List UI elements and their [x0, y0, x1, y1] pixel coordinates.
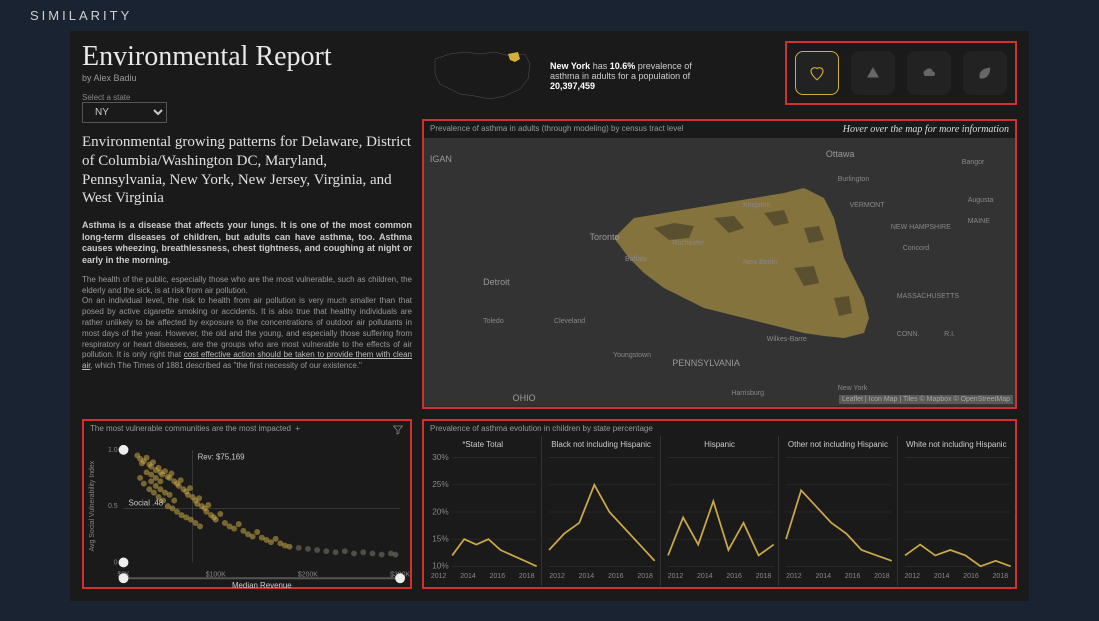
svg-text:20%: 20% [432, 507, 449, 516]
heart-icon-button[interactable] [795, 51, 839, 95]
map-label: MASSACHUSETTS [897, 293, 959, 300]
map-label: Cleveland [554, 318, 585, 325]
mini-map-box: New York has 10.6% prevalence of asthma … [430, 41, 720, 111]
byline: by Alex Badiu [82, 73, 412, 83]
sm-series-title: White not including Hispanic [898, 436, 1015, 453]
sm-series-title: Other not including Hispanic [779, 436, 896, 453]
svg-text:0: 0 [114, 559, 118, 566]
body-text: The health of the public, especially tho… [82, 275, 412, 372]
map-label: Youngstown [613, 352, 651, 359]
svg-text:Median Revenue: Median Revenue [232, 581, 292, 590]
svg-text:Rev: $75,169: Rev: $75,169 [198, 453, 246, 462]
cloud-icon-button[interactable] [907, 51, 951, 95]
sm-cell[interactable]: Hispanic 2012201420162018 [660, 436, 778, 586]
triangle-icon-button[interactable] [851, 51, 895, 95]
svg-text:Social .48: Social .48 [128, 498, 163, 507]
map-label: Harrisburg [731, 390, 764, 397]
svg-text:25%: 25% [432, 480, 449, 489]
svg-text:$100K: $100K [206, 571, 226, 578]
cloud-icon [920, 64, 938, 82]
heart-icon [808, 64, 826, 82]
intro-text: Asthma is a disease that affects your lu… [82, 220, 412, 267]
svg-text:0.5: 0.5 [108, 503, 118, 510]
svg-text:1.0: 1.0 [108, 447, 118, 454]
topbar: SIMILARITY [0, 0, 1099, 31]
leaf-icon [976, 64, 994, 82]
map-label: Augusta [968, 197, 994, 204]
map-panel: Prevalence of asthma in adults (through … [422, 119, 1017, 409]
sm-title: Prevalence of asthma evolution in childr… [424, 421, 1015, 436]
sm-xaxis: 2012201420162018 [542, 571, 659, 582]
map-label: PENNSYLVANIA [672, 358, 740, 368]
map-label: Toledo [483, 318, 504, 325]
sm-xaxis: 2012201420162018 [779, 571, 896, 582]
map-attribution: Leaflet | Icon Map | Tiles © Mapbox © Op… [839, 395, 1013, 404]
svg-text:$200K: $200K [298, 571, 318, 578]
map-label: MAINE [968, 218, 990, 225]
map-body[interactable]: Leaflet | Icon Map | Tiles © Mapbox © Op… [424, 138, 1015, 406]
sm-cell[interactable]: Other not including Hispanic 201220142016… [778, 436, 896, 586]
map-label: Ottawa [826, 149, 855, 159]
sm-xaxis: 2012201420162018 [661, 571, 778, 582]
ny-state-shape [604, 168, 884, 348]
map-label: R.I. [944, 331, 955, 338]
map-label: IGAN [430, 154, 452, 164]
dashboard: Environmental Report by Alex Badiu Selec… [70, 31, 1029, 601]
topbar-title: SIMILARITY [30, 8, 132, 23]
sm-series-title: *State Total [424, 436, 541, 453]
sm-xaxis: 2012201420162018 [424, 571, 541, 582]
scatter-title: The most vulnerable communities are the … [90, 424, 300, 438]
state-select[interactable]: NY [82, 102, 167, 123]
svg-text:15%: 15% [432, 534, 449, 543]
map-label: CONN. [897, 331, 920, 338]
map-hover-hint: Hover over the map for more information [843, 124, 1009, 135]
map-header: Prevalence of asthma in adults (through … [424, 121, 1015, 138]
map-title: Prevalence of asthma in adults (through … [430, 124, 683, 135]
triangle-icon [864, 64, 882, 82]
sm-cell[interactable]: Black not including Hispanic 201220142016… [541, 436, 659, 586]
sm-series-title: Black not including Hispanic [542, 436, 659, 453]
map-label: OHIO [513, 393, 536, 403]
subtitle: Environmental growing patterns for Delaw… [82, 133, 412, 208]
small-multiples-panel: Prevalence of asthma evolution in childr… [422, 419, 1017, 589]
scatter-header: The most vulnerable communities are the … [84, 421, 410, 441]
metric-icon-row [785, 41, 1017, 105]
sm-row: *State Total30%25%20%15%10%2012201420162… [424, 436, 1015, 586]
report-title: Environmental Report [82, 41, 412, 73]
sm-xaxis: 2012201420162018 [898, 571, 1015, 582]
sm-series-title: Hispanic [661, 436, 778, 453]
left-column: Environmental Report by Alex Badiu Selec… [82, 41, 412, 372]
map-label: Bangor [962, 159, 985, 166]
svg-text:30%: 30% [432, 453, 449, 462]
scatter-panel: The most vulnerable communities are the … [82, 419, 412, 589]
sm-cell[interactable]: White not including Hispanic 201220142016… [897, 436, 1015, 586]
leaf-icon-button[interactable] [963, 51, 1007, 95]
map-label: New York [838, 385, 868, 392]
svg-text:Avg Social Vulnerability Index: Avg Social Vulnerability Index [89, 460, 96, 551]
scatter-body[interactable]: $0K$100K$200K$300K00.51.0Avg Social Vuln… [84, 441, 410, 591]
mini-stat-text: New York has 10.6% prevalence of asthma … [550, 61, 710, 91]
filter-icon[interactable] [392, 424, 404, 438]
mini-usa-map [430, 44, 540, 109]
map-label: NEW HAMPSHIRE [891, 224, 951, 231]
map-label: Detroit [483, 277, 510, 287]
map-label: Concord [903, 245, 929, 252]
select-label: Select a state [82, 93, 412, 102]
svg-text:10%: 10% [432, 562, 449, 571]
sm-cell[interactable]: *State Total30% 25% 20% 15% 10%2012201420162… [424, 436, 541, 586]
